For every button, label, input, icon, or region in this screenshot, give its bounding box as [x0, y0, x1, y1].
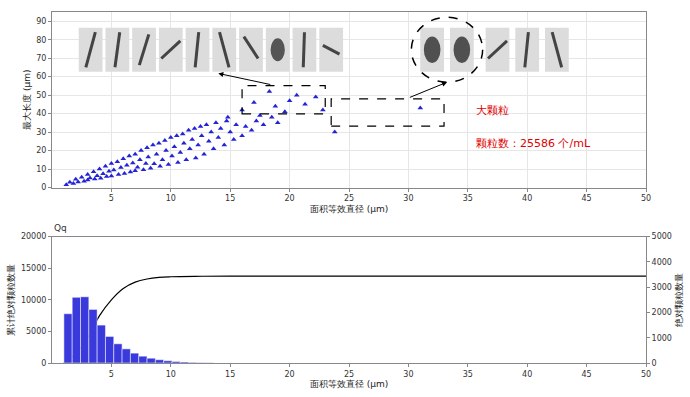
svg-text:10: 10	[36, 165, 46, 174]
svg-text:40: 40	[522, 194, 532, 203]
svg-text:4000: 4000	[652, 258, 672, 267]
svg-text:2000: 2000	[652, 308, 672, 317]
svg-text:绝对颗粒数量: 绝对颗粒数量	[674, 273, 684, 327]
svg-text:1000: 1000	[652, 334, 672, 343]
svg-text:大颗粒: 大颗粒	[476, 104, 509, 117]
svg-text:3000: 3000	[652, 283, 672, 292]
svg-text:10: 10	[166, 194, 176, 203]
svg-text:50: 50	[36, 91, 46, 100]
svg-text:30: 30	[403, 194, 413, 203]
svg-text:0: 0	[41, 183, 46, 192]
svg-text:5000: 5000	[26, 327, 46, 336]
svg-text:0: 0	[652, 359, 657, 368]
svg-text:90: 90	[36, 17, 46, 26]
svg-text:50: 50	[641, 370, 651, 379]
svg-text:颗粒数：25586 个/mL: 颗粒数：25586 个/mL	[476, 137, 591, 150]
svg-text:10000: 10000	[21, 296, 46, 305]
svg-text:30: 30	[403, 370, 413, 379]
svg-text:25: 25	[344, 194, 354, 203]
svg-text:45: 45	[582, 194, 592, 203]
svg-text:35: 35	[463, 370, 473, 379]
svg-text:50: 50	[641, 194, 651, 203]
svg-text:5: 5	[109, 194, 114, 203]
svg-text:15000: 15000	[21, 264, 46, 273]
svg-text:70: 70	[36, 54, 46, 63]
svg-text:15: 15	[225, 370, 235, 379]
svg-text:60: 60	[36, 72, 46, 81]
svg-text:20000: 20000	[21, 232, 46, 241]
svg-text:20: 20	[36, 146, 46, 155]
svg-text:40: 40	[36, 109, 46, 118]
svg-text:35: 35	[463, 194, 473, 203]
svg-text:0: 0	[41, 359, 46, 368]
svg-text:最大长度 (µm): 最大长度 (µm)	[22, 70, 32, 130]
svg-text:Qq: Qq	[54, 223, 67, 233]
svg-text:面积等效直径 (µm): 面积等效直径 (µm)	[310, 204, 388, 214]
svg-text:20: 20	[285, 370, 295, 379]
svg-text:80: 80	[36, 36, 46, 45]
svg-text:面积等效直径 (µm): 面积等效直径 (µm)	[310, 379, 388, 389]
svg-text:5000: 5000	[652, 232, 672, 241]
svg-text:25: 25	[344, 370, 354, 379]
svg-text:10: 10	[166, 370, 176, 379]
svg-text:40: 40	[522, 370, 532, 379]
svg-text:30: 30	[36, 128, 46, 137]
svg-text:15: 15	[225, 194, 235, 203]
svg-text:45: 45	[582, 370, 592, 379]
svg-text:20: 20	[285, 194, 295, 203]
svg-text:5: 5	[109, 370, 114, 379]
svg-text:累计绝对颗粒数量: 累计绝对颗粒数量	[6, 264, 16, 336]
